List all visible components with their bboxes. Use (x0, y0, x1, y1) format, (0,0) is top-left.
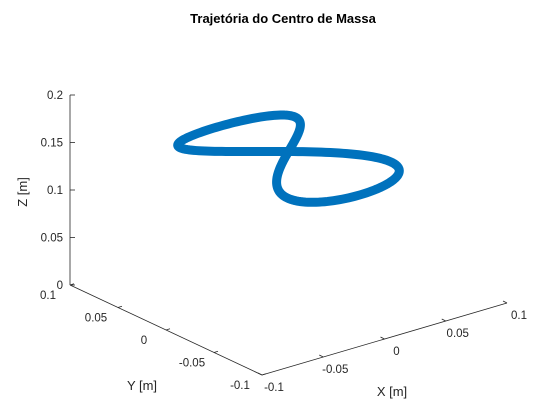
trajectory-point (286, 149, 291, 154)
trajectory-point (249, 115, 255, 121)
x-tick-label: 0.1 (511, 310, 527, 322)
trajectory-point (280, 112, 286, 118)
y-tick-label: 0 (141, 335, 147, 347)
x-axis-label: X [m] (377, 384, 407, 399)
trajectory-point (275, 187, 281, 193)
y-tick-label: 0.1 (40, 290, 56, 302)
x-tick-label: -0.1 (264, 382, 284, 394)
x-tick-mark (441, 318, 446, 322)
y-tick-mark (165, 328, 171, 331)
series-group (173, 110, 404, 207)
trajectory-point (231, 148, 237, 154)
x-tick-label: 0.05 (447, 328, 469, 340)
y-tick-mark (261, 373, 267, 376)
trajectory-point (340, 150, 346, 156)
trajectory-point (191, 147, 197, 153)
x-tick-mark (380, 336, 385, 340)
z-tick-label: 0.2 (47, 90, 63, 102)
trajectory-point (291, 197, 297, 203)
trajectory-point (175, 143, 181, 149)
z-axis-label: Z [m] (15, 177, 30, 207)
trajectory-point (358, 192, 363, 198)
trajectory-point (275, 169, 281, 175)
trajectory-point (380, 156, 386, 162)
tick-group: 0 0.05 0.1 0.15 0.2 -0.1 -0.05 0 0.05 0.1 -0.1 -0.0… (40, 90, 527, 394)
x-tick-mark (257, 372, 263, 376)
trajectory-point (296, 117, 302, 123)
x-tick-mark (319, 354, 324, 358)
z-tick-label: 0.1 (47, 185, 63, 197)
z-tick-label: 0.05 (41, 233, 63, 245)
chart-title: Trajetória do Centro de Massa (190, 11, 376, 26)
trajectory-line (173, 110, 404, 207)
y-tick-label: 0.05 (85, 313, 107, 325)
trajectory-point (322, 199, 328, 205)
z-tick-label: 0.15 (41, 138, 63, 150)
y-axis-label: Y [m] (127, 378, 157, 393)
y-tick-mark (69, 283, 75, 286)
y-tick-mark (117, 305, 123, 308)
z-tick-label: 0 (57, 280, 63, 292)
x-tick-label: 0 (393, 346, 399, 358)
trajectory-point (214, 124, 219, 130)
trajectory-point (396, 167, 402, 173)
trajectory-point (386, 180, 392, 186)
trajectory-point (185, 135, 191, 141)
x-tick-mark (502, 300, 508, 304)
x-tick-label: -0.05 (322, 364, 348, 376)
trajectory-point (296, 129, 302, 135)
y-tick-label: -0.1 (230, 380, 250, 392)
y-tick-mark (213, 350, 219, 353)
y-tick-label: -0.05 (179, 358, 205, 370)
